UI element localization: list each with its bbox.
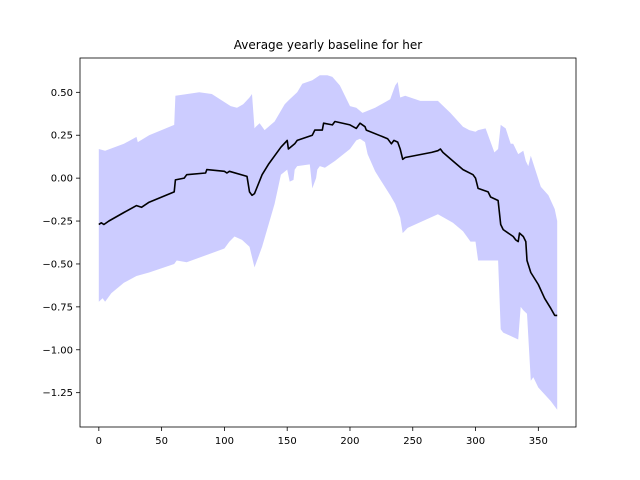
y-tick-label: 0.50 <box>51 88 73 99</box>
mean-line <box>98 120 558 317</box>
axes-frame <box>79 57 577 428</box>
y-tick-label: −0.25 <box>42 217 73 228</box>
x-axis: 0 50 100 150 200 250 300 350 <box>96 427 548 447</box>
x-tick-label: 0 <box>96 436 102 447</box>
confidence-band <box>98 75 558 410</box>
x-tick-label: 200 <box>340 436 359 447</box>
y-tick-label: −1.00 <box>42 345 73 356</box>
y-axis: 0.50 0.25 0.00 −0.25 −0.50 −0.75 −1.00 −1.25 <box>42 88 80 399</box>
x-tick-label: 250 <box>403 436 422 447</box>
plot-area <box>98 75 558 410</box>
y-tick-label: −0.50 <box>42 259 73 270</box>
x-tick-label: 100 <box>215 436 234 447</box>
y-tick-label: −1.25 <box>42 388 73 399</box>
y-tick-label: 0.00 <box>51 174 73 185</box>
x-tick-label: 150 <box>278 436 297 447</box>
y-tick-label: −0.75 <box>42 302 73 313</box>
x-tick-label: 350 <box>529 436 548 447</box>
chart-title: Average yearly baseline for her <box>234 38 422 52</box>
x-tick-label: 50 <box>155 436 168 447</box>
x-tick-label: 300 <box>466 436 485 447</box>
y-tick-label: 0.25 <box>51 131 73 142</box>
